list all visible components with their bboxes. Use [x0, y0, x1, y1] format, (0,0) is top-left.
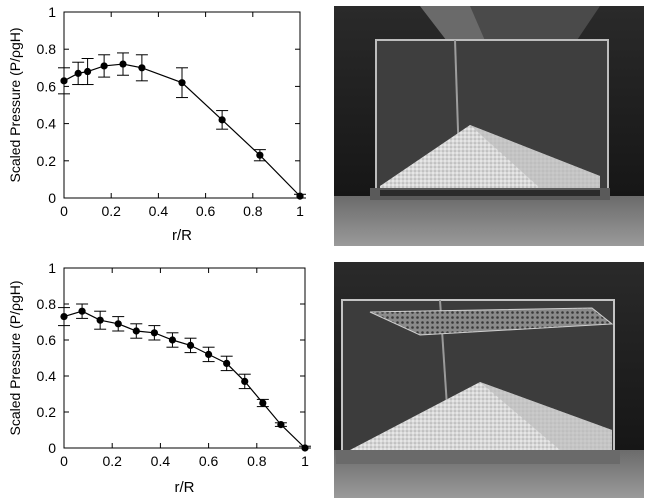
y-tick-label: 1	[48, 260, 56, 276]
x-tick-label: 1	[301, 453, 309, 469]
series-line	[63, 63, 301, 197]
data-point	[138, 64, 146, 72]
x-tick-label: 0.6	[196, 203, 216, 219]
y-tick-label: 1	[48, 4, 56, 20]
y-tick-label: 0.2	[37, 153, 57, 169]
x-tick-label: 0.2	[102, 453, 122, 469]
x-tick-label: 0.8	[243, 203, 263, 219]
x-axis-label: r/R	[175, 479, 195, 496]
data-point	[296, 192, 304, 200]
chart-bottom: 0 0.2 0.4 0.6 0.8 1 0 0.2 0.4 0.6 0.8 1 r/R Scaled Pr…	[7, 260, 311, 496]
data-point	[84, 67, 92, 76]
y-tick-label: 0.6	[37, 78, 57, 94]
data-point	[74, 69, 82, 77]
y-tick-label: 0.8	[37, 296, 57, 312]
data-point	[78, 307, 86, 315]
plot-frame	[63, 267, 306, 449]
data-point	[205, 350, 213, 358]
y-tick-label: 0.4	[37, 368, 57, 384]
y-tick-label: 0.4	[37, 116, 57, 132]
y-tick-label: 0.8	[37, 41, 57, 57]
x-axis-label: r/R	[172, 227, 192, 244]
data-point	[256, 151, 264, 159]
data-point	[301, 444, 309, 452]
data-point	[114, 320, 122, 328]
y-tick-label: 0	[48, 190, 56, 206]
x-tick-label: 0	[60, 203, 68, 219]
x-tick-label: 0	[60, 453, 68, 469]
data-point	[150, 329, 158, 337]
photo-pile-with-mesh	[334, 262, 644, 498]
data-point	[100, 62, 108, 70]
data-point	[168, 336, 177, 344]
y-tick-label: 0.2	[37, 404, 57, 420]
y-axis-label: Scaled Pressure (P/ρgH)	[7, 27, 23, 182]
data-point	[259, 399, 267, 407]
data-point	[186, 341, 195, 349]
x-tick-label: 0.4	[151, 453, 171, 469]
chart-top: 0 0.2 0.4 0.6 0.8 1 0 0.2 0.4 0.6 0.8 1 r/R Scaled Pr…	[7, 4, 306, 244]
data-point	[60, 77, 68, 85]
plot-frame	[63, 11, 301, 199]
y-tick-label: 0.6	[37, 332, 57, 348]
photo-hopper-pile-open	[334, 6, 644, 246]
x-tick-label: 0.2	[101, 203, 121, 219]
series-line	[63, 310, 306, 449]
data-point	[178, 79, 186, 87]
data-point	[241, 377, 249, 385]
data-point	[119, 60, 127, 68]
x-tick-label: 0.6	[199, 453, 219, 469]
data-point	[218, 116, 226, 124]
data-point	[277, 421, 285, 429]
x-tick-label: 1	[296, 203, 304, 219]
x-tick-label: 0.8	[247, 453, 267, 469]
data-point	[132, 327, 140, 335]
data-point	[60, 313, 68, 321]
y-tick-label: 0	[48, 440, 56, 456]
x-tick-label: 0.4	[149, 203, 169, 219]
data-point	[96, 316, 104, 324]
data-point	[223, 359, 231, 367]
y-axis-label: Scaled Pressure (P/ρgH)	[7, 280, 23, 435]
